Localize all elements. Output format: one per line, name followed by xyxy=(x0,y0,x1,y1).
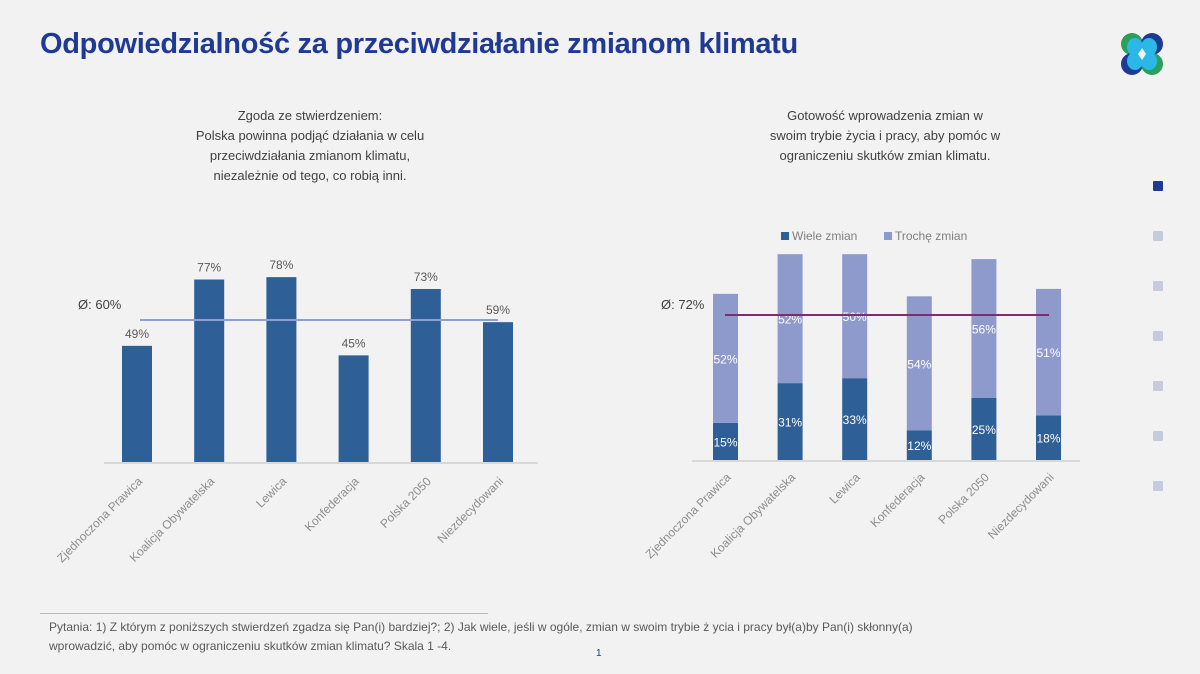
nav-dot[interactable] xyxy=(1153,381,1163,391)
bar-wiele-zmian xyxy=(1036,415,1061,460)
data-label: 73% xyxy=(414,270,438,284)
data-label: 45% xyxy=(342,336,366,350)
legend-swatch-wiele-zmian xyxy=(781,232,789,240)
average-label: Ø: 60% xyxy=(78,297,122,312)
data-label: 78% xyxy=(269,258,293,272)
bar-wiele-zmian xyxy=(777,383,803,460)
x-tick-label: Polska 2050 xyxy=(935,470,992,527)
chart1-title-line: przeciwdziałania zmianom klimatu, xyxy=(209,148,411,163)
slide-title: Odpowiedzialność za przeciwdziałanie zmi… xyxy=(40,28,798,60)
bar-troche-zmian xyxy=(777,254,803,384)
x-tick-label: Konfederacja xyxy=(302,474,362,534)
bar xyxy=(122,345,152,462)
bar xyxy=(194,279,225,462)
data-label: 15% xyxy=(713,435,737,449)
legend-label: Wiele zmian xyxy=(792,229,857,243)
x-tick-label: Niezdecydowani xyxy=(985,470,1057,542)
footnote-divider xyxy=(40,613,488,614)
data-label: 51% xyxy=(1036,346,1060,360)
x-tick-label: Lewica xyxy=(827,470,864,507)
nav-dot[interactable] xyxy=(1153,181,1163,191)
page-number: 1 xyxy=(596,648,602,659)
nav-dot[interactable] xyxy=(1153,281,1163,291)
chart2-title: Gotowość wprowadzenia zmian w swoim tryb… xyxy=(700,106,1070,166)
bar-troche-zmian xyxy=(971,259,997,398)
data-label: 50% xyxy=(843,310,867,324)
chart1-title: Zgoda ze stwierdzeniem: Polska powinna p… xyxy=(140,106,480,186)
bar xyxy=(338,355,369,462)
data-label: 54% xyxy=(907,357,931,371)
x-tick-label: Polska 2050 xyxy=(377,474,434,531)
data-label: 59% xyxy=(486,303,510,317)
footnote: Pytania: 1) Z którym z poniższych stwier… xyxy=(49,618,1049,656)
legend-swatch-troche-zmian xyxy=(884,232,892,240)
data-label: 52% xyxy=(778,313,802,327)
footnote-line: Pytania: 1) Z którym z poniższych stwier… xyxy=(49,620,913,634)
bar xyxy=(410,288,441,462)
data-label: 77% xyxy=(197,261,221,275)
chart2-title-line: Gotowość wprowadzenia zmian w xyxy=(787,108,983,123)
data-label: 56% xyxy=(972,323,996,337)
nav-dot[interactable] xyxy=(1153,431,1163,441)
bar-troche-zmian xyxy=(906,296,932,431)
bar xyxy=(266,277,297,462)
bar-troche-zmian xyxy=(842,254,868,379)
x-tick-label: Lewica xyxy=(253,474,290,511)
chart2-title-line: ograniczeniu skutków zmian klimatu. xyxy=(779,148,991,163)
data-label: 49% xyxy=(125,327,149,341)
x-tick-label: Konfederacja xyxy=(868,470,928,530)
chart1-title-line: niezależnie od tego, co robią inni. xyxy=(213,168,407,183)
chart1-title-line: Zgoda ze stwierdzeniem: xyxy=(237,108,383,123)
legend-label: Trochę zmian xyxy=(895,229,967,243)
chart1-title-line: Polska powinna podjąć działania w celu xyxy=(195,128,425,143)
nav-dot[interactable] xyxy=(1153,481,1163,491)
data-label: 33% xyxy=(843,413,867,427)
data-label: 18% xyxy=(1036,432,1060,446)
four-petal-logo-icon xyxy=(1121,33,1163,75)
data-label: 12% xyxy=(907,439,931,453)
footnote-line: wprowadzić, aby pomóc w ograniczeniu sku… xyxy=(49,639,452,653)
bar-wiele-zmian xyxy=(906,430,932,460)
bar-wiele-zmian xyxy=(971,398,997,460)
data-label: 31% xyxy=(778,416,802,430)
chart2-title-line: swoim trybie życia i pracy, aby pomóc w xyxy=(769,128,1001,143)
bar-wiele-zmian xyxy=(713,422,738,460)
bar-troche-zmian xyxy=(1036,288,1061,416)
bar-wiele-zmian xyxy=(842,378,868,460)
data-label: 52% xyxy=(713,352,737,366)
nav-dot[interactable] xyxy=(1153,331,1163,341)
bar xyxy=(483,322,513,462)
data-label: 25% xyxy=(972,423,996,437)
x-tick-label: Niezdecydowani xyxy=(434,474,506,546)
nav-dot[interactable] xyxy=(1153,231,1163,241)
average-label: Ø: 72% xyxy=(661,297,705,312)
